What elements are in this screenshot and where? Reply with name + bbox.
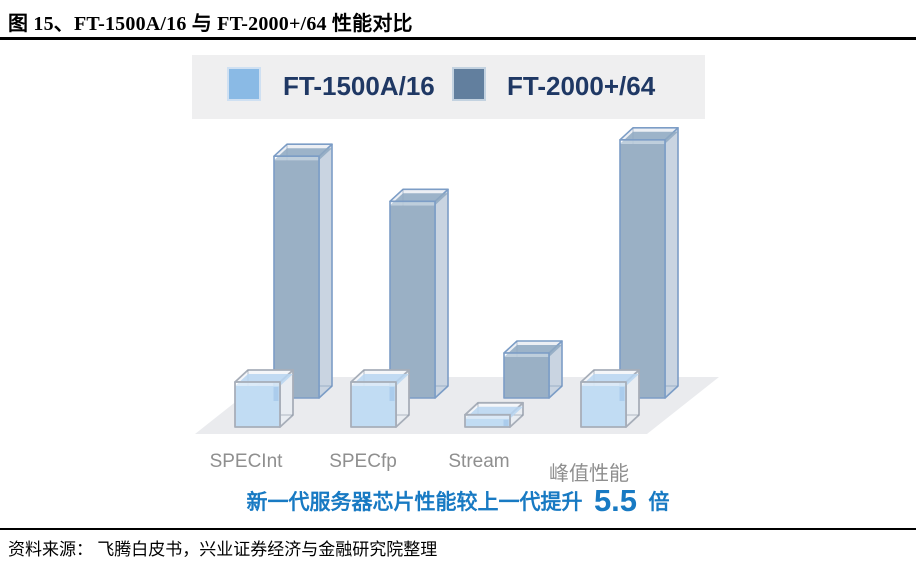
category-label-specint: SPECInt xyxy=(209,451,283,472)
source-divider xyxy=(0,528,916,530)
category-label-specfp: SPECfp xyxy=(329,451,397,472)
annotation-highlight-value: 5.5 xyxy=(593,483,638,518)
legend-label-ft1500a: FT-1500A/16 xyxy=(283,71,435,101)
chart-legend xyxy=(192,55,705,119)
bar-chart-canvas xyxy=(195,127,719,434)
legend-swatch-ft2000 xyxy=(452,67,486,101)
source-note: 资料来源： 飞腾白皮书，兴业证券经济与金融研究院整理 xyxy=(8,540,438,559)
annotation-text-prefix: 新一代服务器芯片性能较上一代提升 xyxy=(246,491,583,514)
chart-annotation: 新一代服务器芯片性能较上一代提升 5.5 倍 xyxy=(0,483,916,519)
category-label-stream: Stream xyxy=(448,451,510,472)
legend-label-ft2000: FT-2000+/64 xyxy=(507,71,656,101)
category-label-peak-performance: 峰值性能 xyxy=(549,463,629,485)
figure-title: 图 15、FT-1500A/16 与 FT-2000+/64 性能对比 xyxy=(8,13,413,35)
annotation-text-suffix: 倍 xyxy=(648,491,670,514)
legend-swatch-ft1500a xyxy=(227,67,261,101)
title-divider xyxy=(0,37,916,40)
